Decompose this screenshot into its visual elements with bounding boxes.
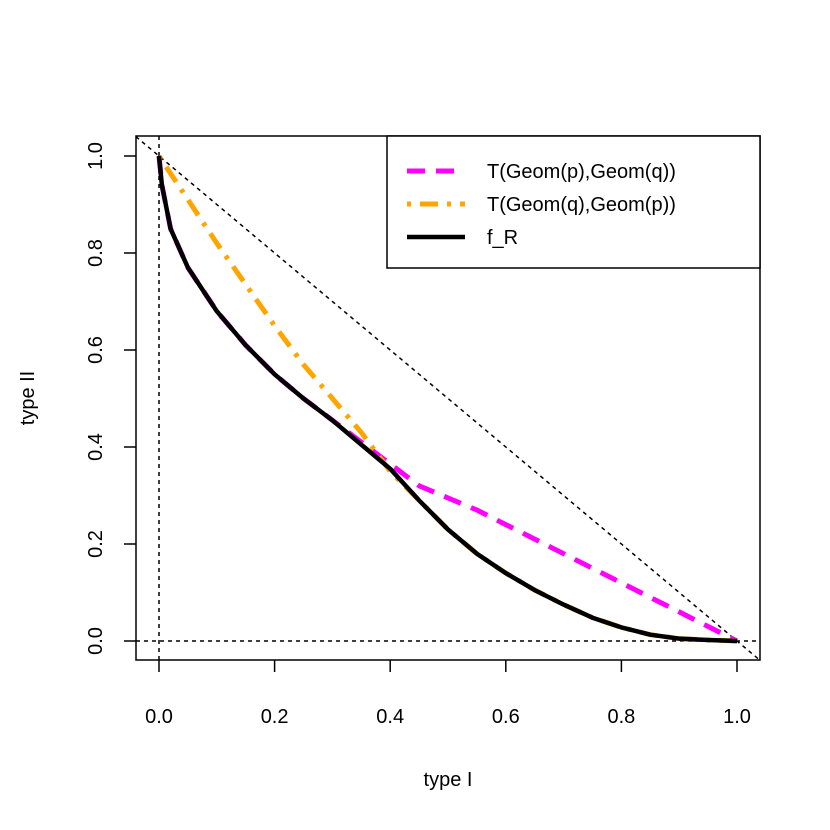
x-tick-label: 0.0 [145,706,173,728]
legend-label-3: f_R [487,227,518,249]
series-layer [156,154,739,644]
x-tick-label: 0.4 [376,706,404,728]
y-tick-label: 1.0 [85,142,107,170]
reference-lines [135,136,761,661]
y-axis-title: type II [17,371,39,425]
y-axis: 0.0 0.2 0.4 0.6 0.8 1.0 [85,142,136,655]
legend-label-2: T(Geom(q),Geom(p)) [487,194,676,216]
y-tick-label: 0.4 [85,433,107,461]
x-tick-label: 0.2 [261,706,289,728]
y-tick-label: 0.0 [85,627,107,655]
x-axis: 0.0 0.2 0.4 0.6 0.8 1.0 [145,660,751,728]
y-tick-label: 0.2 [85,530,107,558]
y-tick-label: 0.6 [85,336,107,364]
legend-label-1: T(Geom(p),Geom(q)) [487,161,676,183]
y-tick-label: 0.8 [85,239,107,267]
x-tick-label: 0.8 [607,706,635,728]
legend: T(Geom(p),Geom(q)) T(Geom(q),Geom(p)) f_R [386,135,761,269]
x-axis-title: type I [424,769,473,791]
x-tick-label: 1.0 [723,706,751,728]
series-line-3 [156,155,738,644]
x-tick-label: 0.6 [492,706,520,728]
